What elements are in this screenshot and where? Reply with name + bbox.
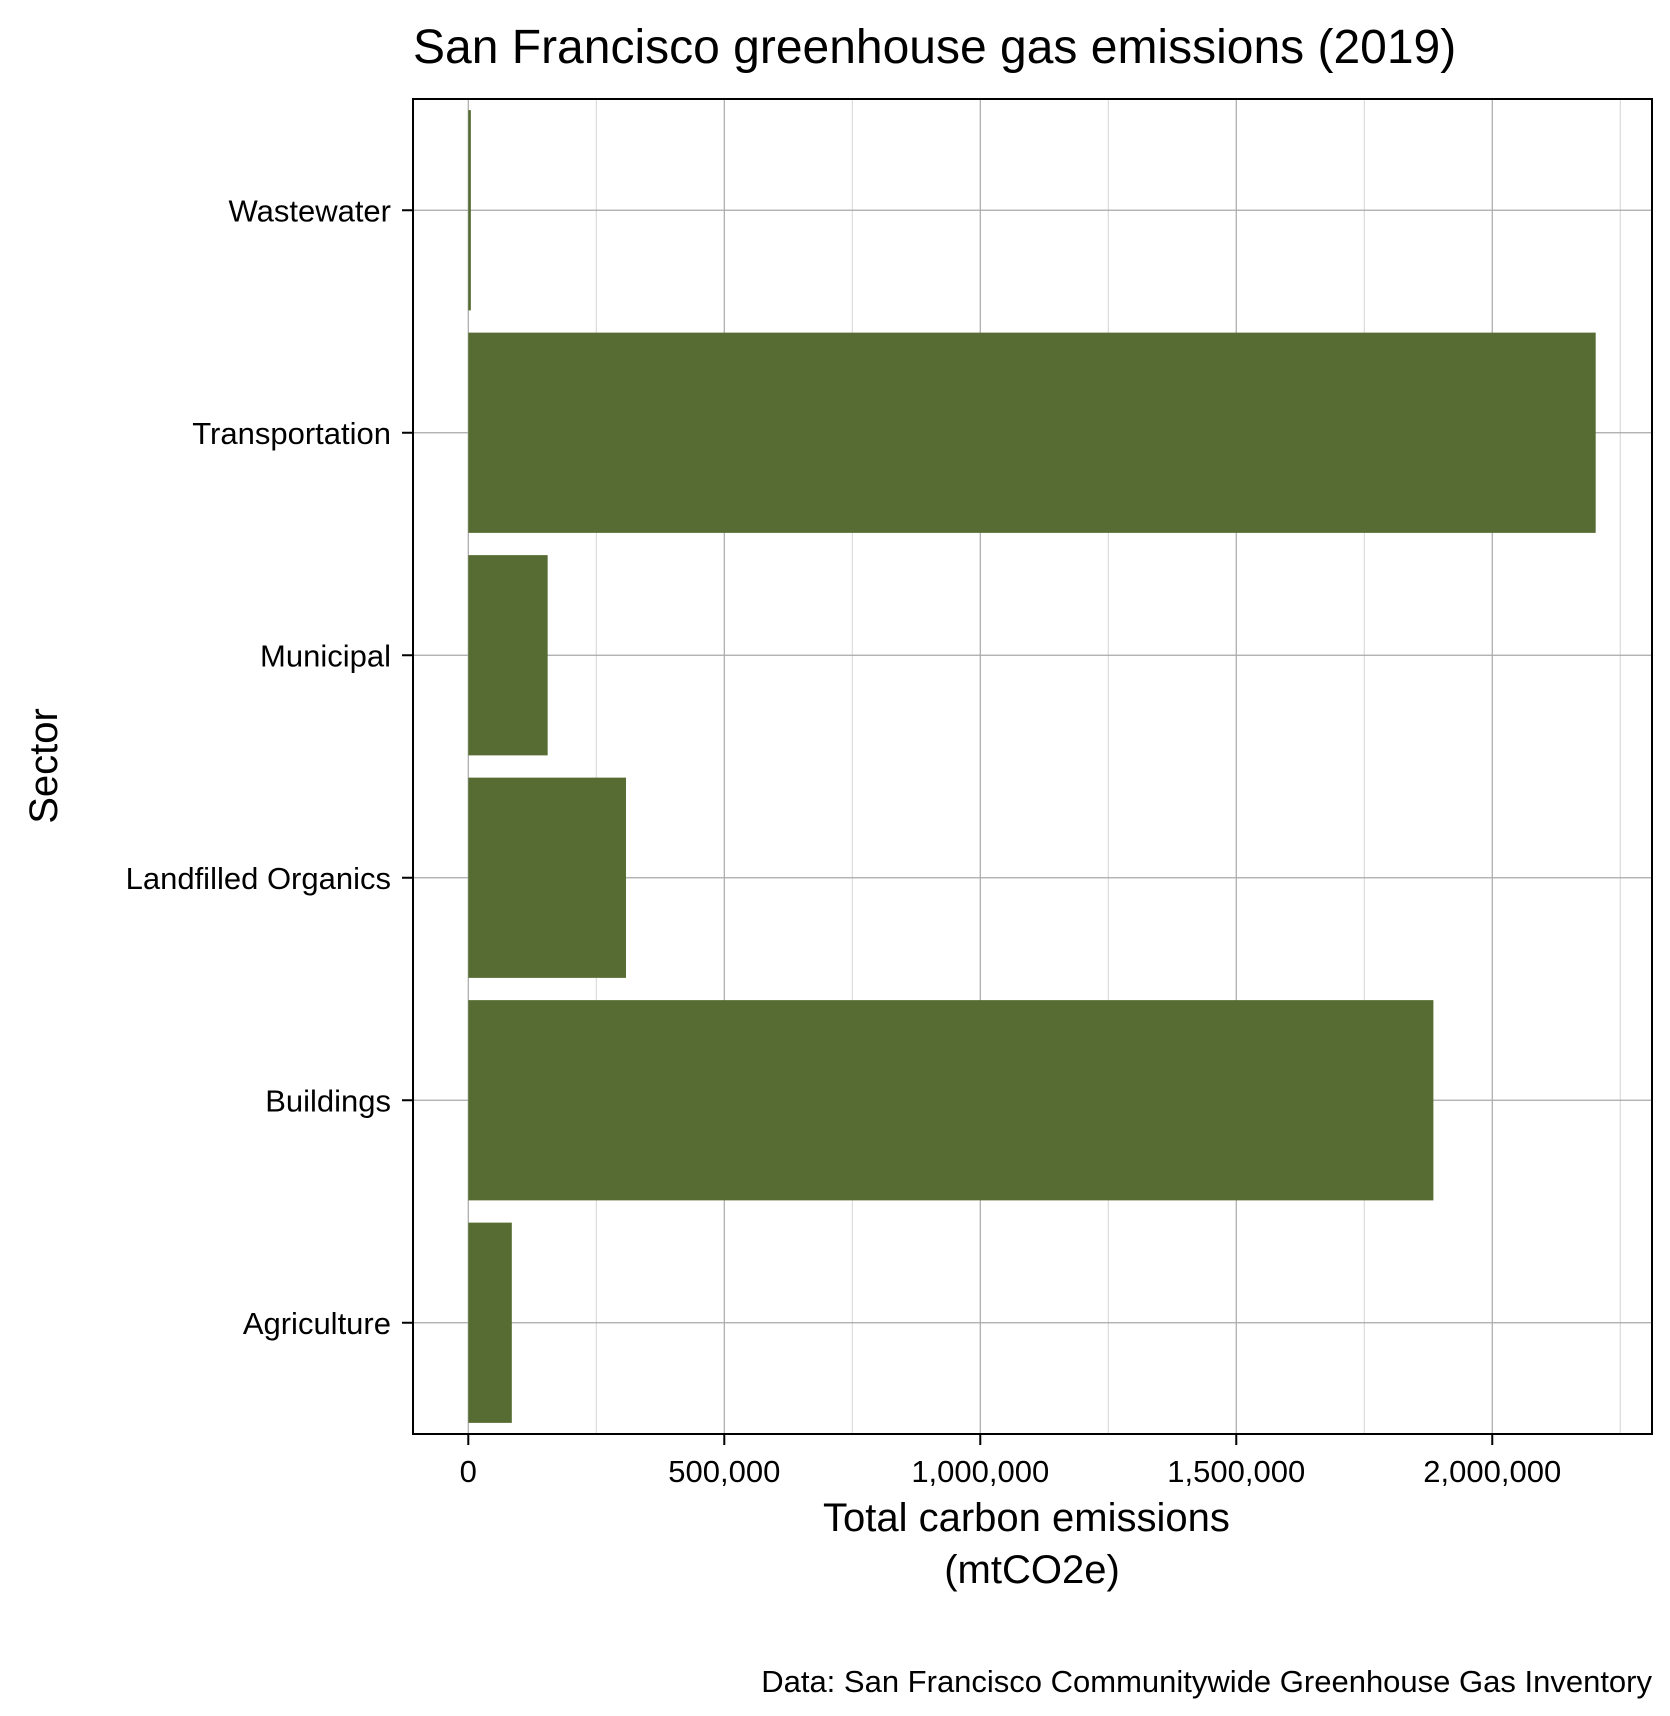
y-axis-title: Sector bbox=[22, 708, 66, 824]
x-axis-title-line-2: (mtCO2e) bbox=[944, 1548, 1120, 1592]
y-tick-label: Transportation bbox=[192, 416, 391, 451]
plot-panel bbox=[413, 99, 1652, 1434]
bar-municipal bbox=[468, 555, 548, 756]
x-tick-label: 0 bbox=[460, 1454, 477, 1489]
y-tick-label: Agriculture bbox=[243, 1306, 391, 1341]
plot-area bbox=[412, 98, 1653, 1435]
y-tick-label: Buildings bbox=[265, 1083, 391, 1118]
bar-buildings bbox=[468, 1000, 1434, 1201]
bars bbox=[468, 110, 1596, 1423]
x-axis-title-line-1: Total carbon emissions bbox=[823, 1496, 1230, 1540]
x-axis-title: Total carbon emissions (mtCO2e) bbox=[823, 1496, 1241, 1592]
x-tick-label: 2,000,000 bbox=[1423, 1454, 1561, 1489]
bar-landfilled-organics bbox=[468, 777, 626, 978]
x-tick-label: 1,000,000 bbox=[911, 1454, 1049, 1489]
x-tick-label: 1,500,000 bbox=[1167, 1454, 1305, 1489]
y-axis: Agriculture Buildings Landfilled Organics M… bbox=[126, 193, 413, 1341]
minor-gridlines bbox=[595, 99, 1621, 1434]
y-tick-label: Municipal bbox=[260, 638, 391, 673]
x-axis: 0 500,000 1,000,000 1,500,000 2,000,000 bbox=[460, 1434, 1561, 1489]
bar-transportation bbox=[468, 332, 1596, 533]
bar-agriculture bbox=[468, 1222, 512, 1423]
y-tick-label: Landfilled Organics bbox=[126, 861, 391, 896]
x-tick-label: 500,000 bbox=[668, 1454, 780, 1489]
y-tick-label: Wastewater bbox=[228, 193, 391, 228]
chart-title: San Francisco greenhouse gas emissions (… bbox=[413, 21, 1456, 74]
caption: Data: San Francisco Communitywide Greenh… bbox=[761, 1664, 1652, 1699]
plot-border bbox=[412, 98, 1653, 1435]
bar-wastewater bbox=[468, 110, 471, 311]
